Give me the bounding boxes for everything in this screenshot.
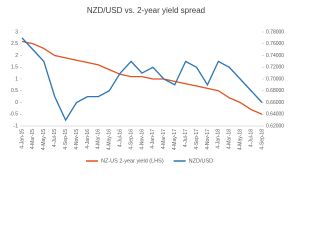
- y-tick-label: 2: [15, 53, 18, 59]
- x-tick-label: 4-Jul-15: [52, 129, 58, 147]
- legend-label: NZD/USD: [189, 158, 213, 164]
- x-tick-label: 4-Sep-17: [194, 129, 200, 150]
- x-tick-label: 4-Jan-18: [216, 129, 222, 149]
- y2-tick-label: 0.72000: [266, 65, 284, 71]
- series-line: [21, 37, 263, 122]
- x-tick-label: 4-Mar-15: [30, 129, 36, 150]
- legend-label: NZ-US 2-year yield (LHS): [101, 158, 164, 164]
- y2-tick-label: 0.76000: [266, 41, 284, 47]
- chart: NZD/USD vs. 2-year yield spread -1 -0.5 0 0…: [9, 6, 284, 164]
- x-tick-label: 4-Nov-15: [74, 129, 80, 150]
- x-tick-label: 4-Jul-18: [248, 129, 254, 147]
- x-tick-label: 4-May-18: [238, 129, 244, 150]
- y2-tick-label: 0.74000: [266, 53, 284, 59]
- y2-tick-label: 0.68000: [266, 88, 284, 94]
- x-tick-label: 4-Sep-16: [128, 129, 134, 150]
- x-tick-label: 4-Nov-16: [139, 129, 145, 150]
- series-line: [21, 40, 263, 115]
- y-tick-label: 1: [15, 76, 18, 82]
- y-tick-label: 0.5: [11, 88, 18, 94]
- x-tick-label: 4-Mar-18: [227, 129, 233, 150]
- x-tick-label: 4-Mar-16: [96, 129, 102, 150]
- y-tick-label: 2.5: [11, 41, 18, 47]
- x-tick-label: 4-Jan-15: [19, 129, 25, 149]
- y-tick-label: 0: [15, 100, 18, 106]
- x-tick-label: 4-Jul-17: [183, 129, 189, 147]
- y2-tick-label: 0.70000: [266, 76, 284, 82]
- x-tick-label: 4-May-15: [41, 129, 47, 150]
- x-tick-label: 4-Jan-16: [85, 129, 91, 149]
- x-tick-label: 4-Sep-15: [63, 129, 69, 150]
- x-tick-label: 4-Jan-17: [150, 129, 156, 149]
- x-tick-label: 4-Mar-17: [161, 129, 167, 150]
- y2-tick-label: 0.78000: [266, 29, 284, 35]
- y2-tick-label: 0.66000: [266, 100, 284, 106]
- y2-tick-label: 0.62000: [266, 123, 284, 129]
- y-tick-label: 3: [15, 29, 18, 35]
- chart-title: NZD/USD vs. 2-year yield spread: [87, 6, 205, 15]
- y-tick-label: 1.5: [11, 65, 18, 71]
- x-tick-label: 4-May-17: [172, 129, 178, 150]
- x-tick-label: 4-Jul-16: [118, 129, 124, 147]
- y-tick-label: -0.5: [9, 112, 18, 118]
- x-tick-label: 4-Sep-18: [259, 129, 265, 150]
- x-tick-label: 4-May-16: [107, 129, 113, 150]
- y-tick-label: -1: [14, 123, 19, 129]
- x-tick-label: 4-Nov-17: [205, 129, 211, 150]
- y2-tick-label: 0.64000: [266, 112, 284, 118]
